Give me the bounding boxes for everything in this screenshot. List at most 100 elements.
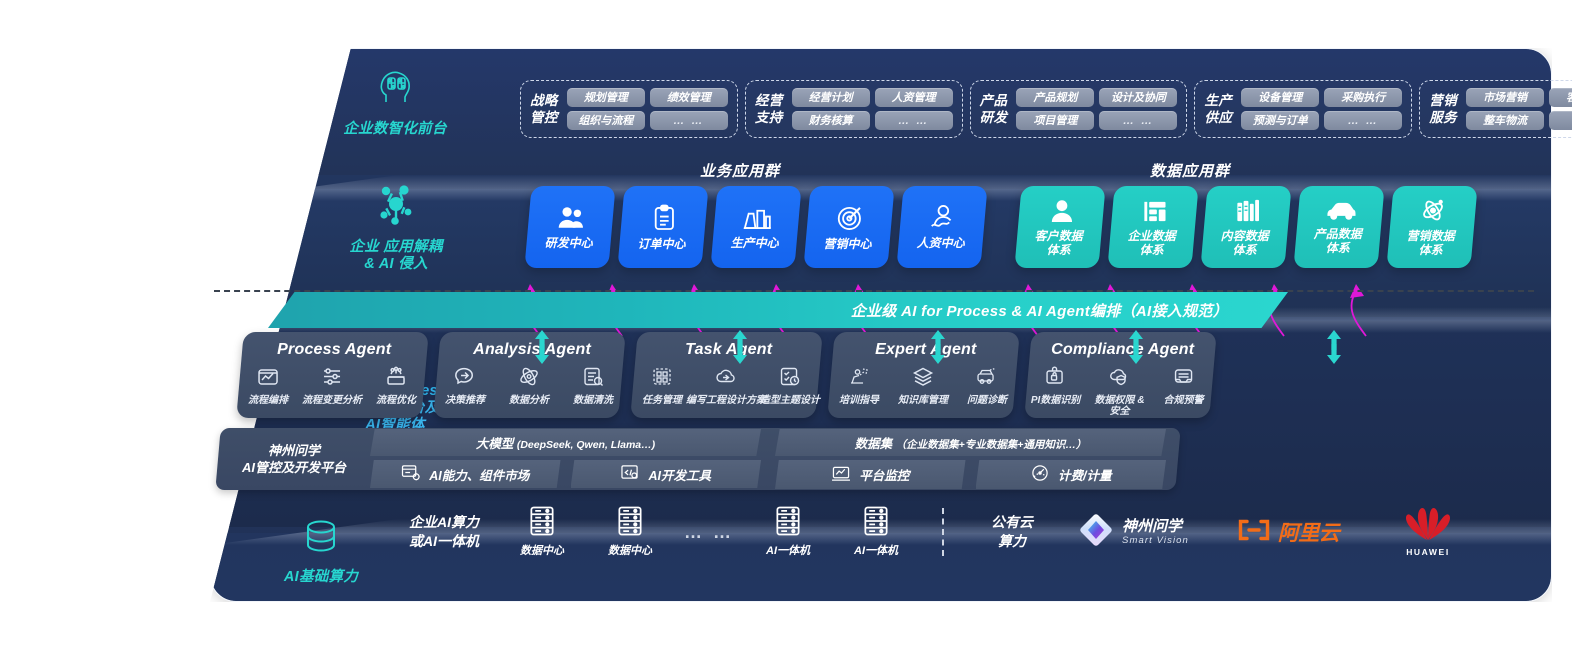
domain-chip[interactable]: 绩效管理 [649, 88, 728, 107]
agent-capability[interactable]: 合规预警 [1156, 366, 1210, 417]
agent-capability-list: 培训指导 知识库管理 [832, 366, 1014, 406]
vendor-logo-huawei[interactable]: HUAWEI [1368, 507, 1488, 557]
vendor-logo-smartvision[interactable]: 神州问学 Smart Vision [1058, 511, 1208, 554]
rail-ai-infrastructure: AI基础算力 [246, 518, 396, 586]
domain-group-production-supply[interactable]: 生产 供应 设备管理 采购执行 预测与订单 … … [1194, 80, 1413, 138]
agent-capability[interactable]: 培训指导 [832, 366, 886, 406]
smartvision-logo-icon [1077, 511, 1115, 554]
infrastructure-row: 企业AI算力 或AI一体机 数据中心 [390, 506, 1488, 558]
domain-group-strategy[interactable]: 战略 管控 规划管理 绩效管理 组织与流程 … … [520, 80, 738, 138]
alicloud-label: 阿里云 [1277, 522, 1340, 545]
agent-card-expert[interactable]: Expert Agent 培训指导 [827, 332, 1020, 418]
agent-capability[interactable]: 造型主题设计 [760, 366, 820, 406]
domain-group-name: 经营 支持 [754, 93, 783, 125]
agent-card-task[interactable]: Task Agent 任务管理 [630, 332, 823, 418]
infra-node-datacenter-2[interactable]: 数据中心 [586, 506, 674, 558]
ai-platform-bar[interactable]: 神州问学 AI管控及开发平台 大模型 (DeepSeek, Qwen, Llam… [215, 428, 1181, 490]
agent-capability[interactable]: 流程变更分析 [302, 366, 362, 406]
monitor-icon [831, 465, 851, 485]
agent-capability-list: 决策推荐 数据分析 [438, 366, 620, 406]
data-card-customer[interactable]: 客户数据 体系 [1014, 186, 1106, 268]
infra-node-label: AI一体机 [766, 545, 810, 557]
agent-capability[interactable]: PI数据识别 [1028, 366, 1082, 417]
orchestration-band-label: 企业级 AI for Process & AI Agent编排（AI接入规范） [850, 302, 1228, 320]
platform-cell-billing[interactable]: 计费/计量 [976, 460, 1167, 489]
domain-chip-more[interactable]: … … [1324, 111, 1403, 130]
data-card-content[interactable]: 内容数据 体系 [1200, 186, 1292, 268]
agent-card-process[interactable]: Process Agent 流程编排 [236, 332, 429, 418]
app-card-production-center[interactable]: 生产中心 [710, 186, 802, 268]
id-lock-icon [1044, 366, 1066, 392]
domain-group-product-rd[interactable]: 产品 研发 产品规划 设计及协同 项目管理 … … [969, 80, 1188, 138]
app-card-marketing-center[interactable]: 营销中心 [803, 186, 895, 268]
infra-node-ai-appliance-2[interactable]: AI一体机 [832, 506, 920, 558]
domain-chip[interactable]: 组织与流程 [566, 111, 645, 130]
agent-card-analysis[interactable]: Analysis Agent 决策推荐 [433, 332, 626, 418]
app-card-order-center[interactable]: 订单中心 [617, 186, 709, 268]
agent-capability[interactable]: 决策推荐 [438, 366, 492, 406]
database-icon [246, 518, 396, 563]
domain-chip[interactable]: 设备管理 [1241, 88, 1320, 107]
agent-capability[interactable]: 流程优化 [369, 366, 423, 406]
infra-node-datacenter-1[interactable]: 数据中心 [498, 506, 586, 558]
agent-capability[interactable]: 数据权限 & 安全 [1092, 366, 1146, 417]
app-card-rd-center[interactable]: 研发中心 [524, 186, 616, 268]
agent-capability[interactable]: 知识库管理 [896, 366, 950, 406]
infra-enterprise-compute: 企业AI算力 或AI一体机 [390, 513, 498, 551]
rail-label-app-decoupling-line2: & AI 侵入 [364, 256, 428, 272]
data-clean-icon [582, 366, 604, 392]
domain-group-name: 战略 管控 [530, 93, 558, 125]
platform-cell-component-market[interactable]: AI能力、组件市场 [370, 460, 561, 488]
domain-chip-more[interactable]: … … [874, 111, 953, 130]
domain-chip-more[interactable]: … … [649, 111, 728, 130]
domain-chip[interactable]: 整车物流 [1466, 111, 1545, 130]
agent-capability[interactable]: 数据清洗 [566, 366, 620, 406]
data-app-cards: 客户数据 体系 企业数据 体系 [1014, 186, 1478, 268]
domain-chip-list: 市场营销 客户关系 整车物流 … … [1466, 88, 1572, 130]
agent-capability-list: 流程编排 流程变更分析 [241, 366, 423, 406]
platform-cell-dev-tool[interactable]: AI开发工具 [571, 460, 762, 488]
agent-capability[interactable]: 任务管理 [635, 366, 689, 406]
infra-node-ai-appliance-1[interactable]: AI一体机 [744, 506, 832, 558]
agent-capability[interactable]: 问题诊断 [960, 366, 1014, 406]
domain-chip[interactable]: 产品规划 [1016, 88, 1095, 107]
vendor-logo-text: 神州问学 Smart Vision [1122, 517, 1189, 546]
domain-chip[interactable]: 经营计划 [791, 88, 870, 107]
huawei-logo-icon [1402, 507, 1454, 546]
infra-section-divider [920, 508, 966, 556]
app-card-hr-center[interactable]: 人资中心 [896, 186, 988, 268]
target-icon [836, 204, 863, 231]
ellipsis-icon: … … [683, 521, 734, 542]
rail-app-decoupling: 企业 应用解耦 & AI 侵入 [306, 182, 486, 273]
domain-chip[interactable]: 采购执行 [1324, 88, 1403, 107]
platform-column-models: 大模型 (DeepSeek, Qwen, Llama…) AI能力、组件市 [370, 429, 761, 489]
platform-column-data: 数据集 （企业数据集+专业数据集+通用知识…） 平台监控 [775, 429, 1166, 489]
domain-chip[interactable]: 人资管理 [874, 88, 953, 107]
domain-chip[interactable]: 财务核算 [791, 111, 870, 130]
domain-chip[interactable]: 市场营销 [1466, 88, 1545, 107]
domain-chip[interactable]: 设计及协同 [1099, 88, 1178, 107]
domain-chip-more[interactable]: … … [1549, 111, 1572, 130]
domain-chip[interactable]: 规划管理 [566, 88, 645, 107]
agent-capability[interactable]: 数据分析 [502, 366, 556, 406]
domain-group-marketing-service[interactable]: 营销 服务 市场营销 客户关系 整车物流 … … [1419, 80, 1572, 138]
vendor-logo-alicloud[interactable]: 阿里云 [1208, 517, 1368, 547]
domain-chip-list: 规划管理 绩效管理 组织与流程 … … [566, 88, 728, 130]
layer-bg-infrastructure [211, 533, 1551, 601]
agent-capability[interactable]: 流程编排 [241, 366, 295, 406]
server-rack-icon [528, 506, 556, 541]
domain-chip-more[interactable]: … … [1099, 111, 1178, 130]
agent-capability[interactable]: 编写工程设计方案 [686, 366, 766, 406]
agent-card-compliance[interactable]: Compliance Agent PI数据识别 [1024, 332, 1217, 418]
domain-group-name: 生产 供应 [1204, 93, 1233, 125]
platform-cell-monitoring[interactable]: 平台监控 [775, 460, 966, 489]
domain-group-operations[interactable]: 经营 支持 经营计划 人资管理 财务核算 … … [744, 80, 963, 138]
task-grid-icon [651, 366, 673, 392]
domain-chip[interactable]: 项目管理 [1016, 111, 1095, 130]
domain-chip[interactable]: 预测与订单 [1241, 111, 1320, 130]
data-card-enterprise[interactable]: 企业数据 体系 [1107, 186, 1199, 268]
data-card-marketing[interactable]: 营销数据 体系 [1386, 186, 1478, 268]
domain-chip[interactable]: 客户关系 [1549, 88, 1572, 107]
data-card-product[interactable]: 产品数据 体系 [1293, 186, 1385, 268]
checklist-clock-icon [779, 366, 801, 392]
